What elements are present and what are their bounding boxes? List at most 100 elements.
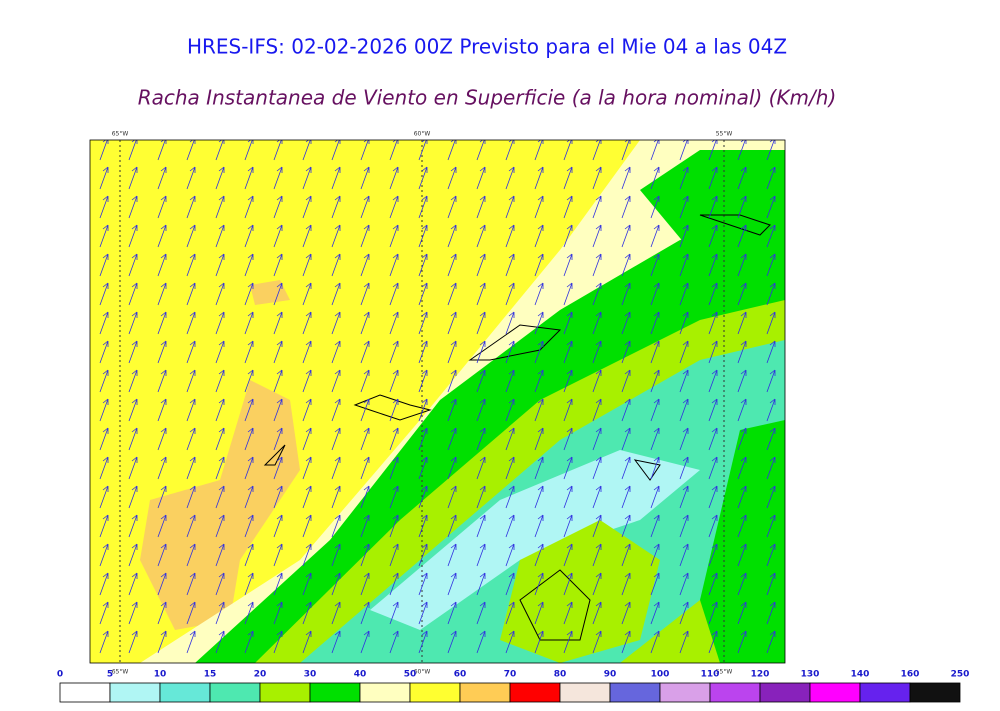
wind-arrow	[360, 369, 370, 393]
wind-arrow	[447, 398, 457, 422]
wind-arrow	[302, 601, 312, 625]
wind-arrow	[128, 630, 138, 654]
wind-arrow	[563, 456, 573, 480]
wind-arrow	[447, 456, 457, 480]
wind-arrow	[563, 224, 573, 248]
wind-arrow	[592, 166, 602, 190]
wind-arrow	[679, 253, 689, 277]
wind-arrow	[476, 572, 486, 596]
wind-arrow	[418, 369, 428, 393]
wind-arrow	[360, 195, 370, 219]
wind-arrow	[679, 311, 689, 335]
wind-arrow	[273, 340, 283, 364]
wind-arrow	[186, 427, 196, 451]
legend-swatch	[859, 682, 911, 703]
wind-arrow	[708, 140, 718, 161]
lon-label-top: 60°W	[414, 131, 431, 138]
wind-arrow	[244, 427, 254, 451]
wind-arrow	[679, 427, 689, 451]
wind-arrow	[157, 282, 167, 306]
wind-arrow	[679, 456, 689, 480]
wind-arrow	[650, 630, 660, 654]
wind-arrow	[447, 543, 457, 567]
wind-arrow	[737, 340, 747, 364]
wind-arrow	[273, 311, 283, 335]
wind-arrow	[186, 572, 196, 596]
wind-arrow	[360, 514, 370, 538]
wind-arrow	[796, 631, 804, 653]
wind-arrow	[796, 283, 804, 305]
wind-arrow	[592, 195, 602, 219]
wind-arrow	[796, 399, 804, 421]
title: HRES-IFS: 02-02-2026 00Z Previsto para e…	[187, 35, 787, 59]
wind-arrow	[505, 166, 515, 190]
wind-arrow	[186, 456, 196, 480]
wind-arrow	[621, 601, 631, 625]
wind-arrow	[592, 369, 602, 393]
wind-arrow	[505, 224, 515, 248]
wind-arrow	[737, 224, 747, 248]
wind-arrow	[244, 485, 254, 509]
wind-arrow	[99, 398, 109, 422]
wind-arrow	[796, 544, 804, 566]
wind-arrow	[708, 311, 718, 335]
wind-arrow	[418, 456, 428, 480]
wind-arrow	[215, 485, 225, 509]
wind-arrow	[157, 140, 167, 161]
wind-arrow	[679, 195, 689, 219]
wind-arrow	[186, 398, 196, 422]
wind-arrow	[186, 166, 196, 190]
wind-arrow	[505, 398, 515, 422]
wind-arrow	[621, 369, 631, 393]
wind-arrow	[708, 601, 718, 625]
wind-arrow	[563, 140, 573, 161]
wind-arrow	[766, 398, 776, 422]
wind-arrow	[186, 140, 196, 161]
wind-arrow	[563, 572, 573, 596]
wind-arrow	[186, 630, 196, 654]
wind-arrow	[447, 485, 457, 509]
wind-arrow	[447, 195, 457, 219]
wind-arrow	[128, 282, 138, 306]
legend-swatch	[109, 682, 161, 703]
wind-arrow	[796, 457, 804, 479]
wind-arrow	[650, 311, 660, 335]
wind-arrow	[273, 224, 283, 248]
legend-label: 50	[404, 670, 417, 680]
wind-arrow	[534, 601, 544, 625]
wind-arrow	[505, 140, 515, 161]
wind-arrow	[766, 369, 776, 393]
wind-arrow	[273, 427, 283, 451]
wind-arrow	[244, 514, 254, 538]
wind-arrow	[621, 398, 631, 422]
wind-arrow	[476, 311, 486, 335]
wind-arrow	[621, 224, 631, 248]
wind-arrow	[244, 166, 254, 190]
legend-label: 120	[751, 670, 770, 680]
wind-arrow	[186, 601, 196, 625]
wind-arrow	[447, 253, 457, 277]
legend-swatch	[809, 682, 861, 703]
wind-arrow	[128, 456, 138, 480]
wind-arrow	[389, 224, 399, 248]
wind-arrow	[128, 514, 138, 538]
wind-arrow	[592, 572, 602, 596]
wind-arrow	[737, 195, 747, 219]
wind-arrow	[99, 369, 109, 393]
wind-arrow	[99, 543, 109, 567]
wind-arrow	[505, 601, 515, 625]
wind-arrow	[476, 369, 486, 393]
wind-arrow	[389, 166, 399, 190]
wind-arrow	[476, 514, 486, 538]
wind-arrow	[128, 543, 138, 567]
wind-arrow	[302, 398, 312, 422]
wind-arrow	[99, 630, 109, 654]
wind-arrow	[99, 140, 109, 161]
wind-arrow	[99, 282, 109, 306]
legend-label: 160	[901, 670, 920, 680]
wind-arrow	[650, 543, 660, 567]
legend-label: 80	[554, 670, 567, 680]
wind-arrow	[273, 572, 283, 596]
wind-arrow	[157, 224, 167, 248]
wind-arrow	[215, 166, 225, 190]
